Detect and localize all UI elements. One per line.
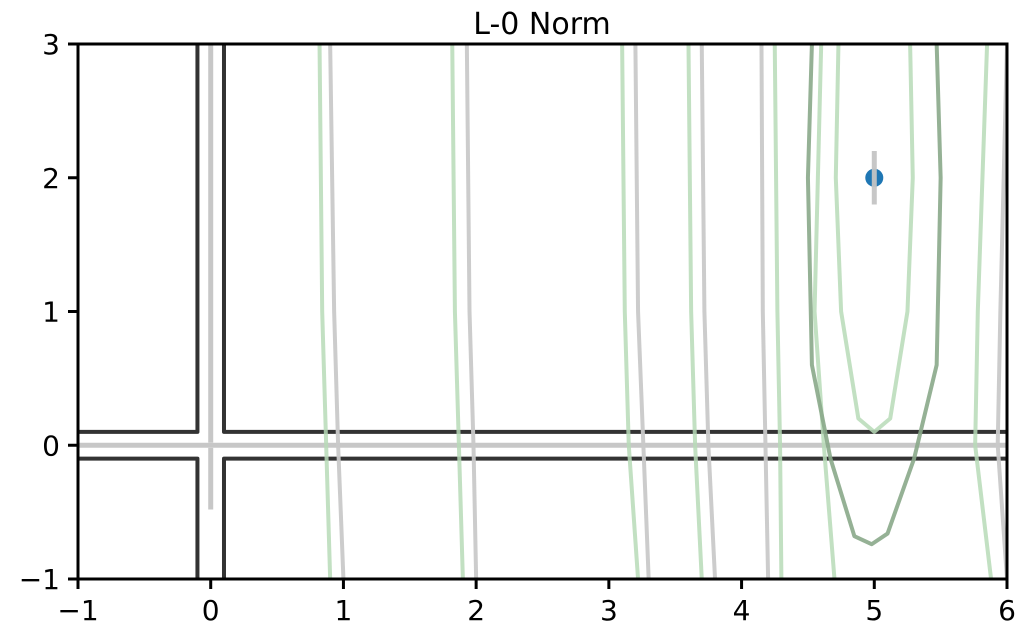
contour-line-5-0 bbox=[805, 44, 943, 547]
contour-line-4-0 bbox=[317, 44, 333, 579]
x-tick-label-1: 0 bbox=[202, 594, 220, 627]
x-tick-label-6: 5 bbox=[865, 594, 883, 627]
plot-frame bbox=[76, 42, 1009, 581]
contour-line-4-6 bbox=[973, 44, 994, 579]
contour-line-1-0 bbox=[78, 456, 200, 579]
x-tick-label-0: −1 bbox=[57, 594, 98, 627]
contour-line-4-7 bbox=[833, 44, 915, 434]
y-tick-label-1: 0 bbox=[42, 429, 60, 462]
contour-line-1-3 bbox=[221, 456, 1007, 579]
x-axis: −1 0 1 2 3 4 5 6 bbox=[57, 579, 1016, 627]
y-tick-label-2: 1 bbox=[42, 296, 60, 329]
contour-line-4-1 bbox=[450, 44, 465, 579]
contour-line-4-3 bbox=[686, 44, 704, 579]
y-tick-label-4: 3 bbox=[42, 28, 60, 61]
contour-line-3-0 bbox=[328, 44, 346, 579]
x-tick-label-4: 3 bbox=[600, 594, 618, 627]
contour-line-3-2 bbox=[633, 44, 651, 579]
y-tick-label-3: 2 bbox=[42, 162, 60, 195]
plot-area bbox=[78, 44, 1007, 579]
y-tick-label-0: −1 bbox=[19, 563, 60, 596]
contour-line-4-4 bbox=[772, 44, 784, 579]
x-tick-label-7: 6 bbox=[998, 594, 1016, 627]
contour-line-1-1 bbox=[221, 44, 1007, 434]
contour-line-4-5 bbox=[812, 44, 837, 579]
x-tick-label-5: 4 bbox=[733, 594, 751, 627]
chart-title: L-0 Norm bbox=[473, 7, 610, 42]
contour-line-1-2 bbox=[78, 44, 200, 434]
contour-line-4-2 bbox=[620, 44, 641, 579]
x-tick-label-2: 1 bbox=[335, 594, 353, 627]
y-axis: −1 0 1 2 3 bbox=[19, 28, 78, 596]
contour-line-3-4 bbox=[759, 44, 771, 579]
contour-line-3-5 bbox=[995, 44, 1007, 579]
contour-line-3-3 bbox=[699, 44, 718, 579]
x-tick-label-3: 2 bbox=[467, 594, 485, 627]
contour-line-3-1 bbox=[464, 44, 479, 579]
